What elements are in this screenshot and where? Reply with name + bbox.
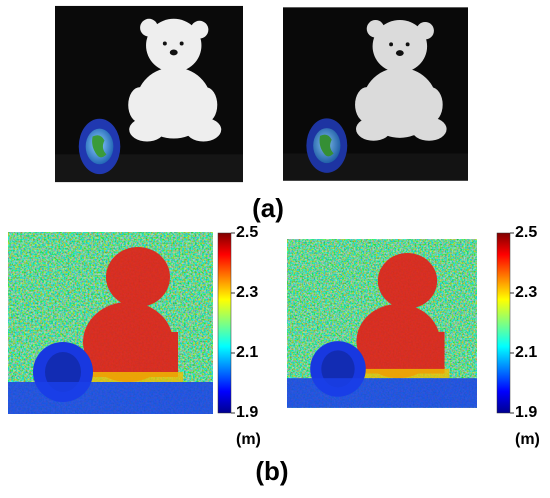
tick-label: 2.5 — [236, 224, 258, 241]
tick-label: 2.1 — [236, 344, 258, 361]
tick-label: 1.9 — [236, 404, 258, 421]
colorbar — [217, 232, 232, 414]
tick-label: 2.3 — [236, 284, 258, 301]
unit-label: (m) — [515, 431, 540, 448]
depth-map-left — [8, 232, 213, 414]
depth-map-right — [287, 239, 477, 408]
panel-label: (b) — [255, 456, 288, 486]
unit-label: (m) — [236, 431, 261, 448]
tick-label: 2.1 — [515, 344, 537, 361]
colorbar — [496, 232, 511, 414]
tick-label: 2.5 — [515, 224, 537, 241]
photo-left — [55, 5, 243, 183]
photo-right — [283, 7, 468, 181]
tick-label: 1.9 — [515, 404, 537, 421]
panel-label: (a) — [252, 193, 284, 223]
tick-label: 2.3 — [515, 284, 537, 301]
